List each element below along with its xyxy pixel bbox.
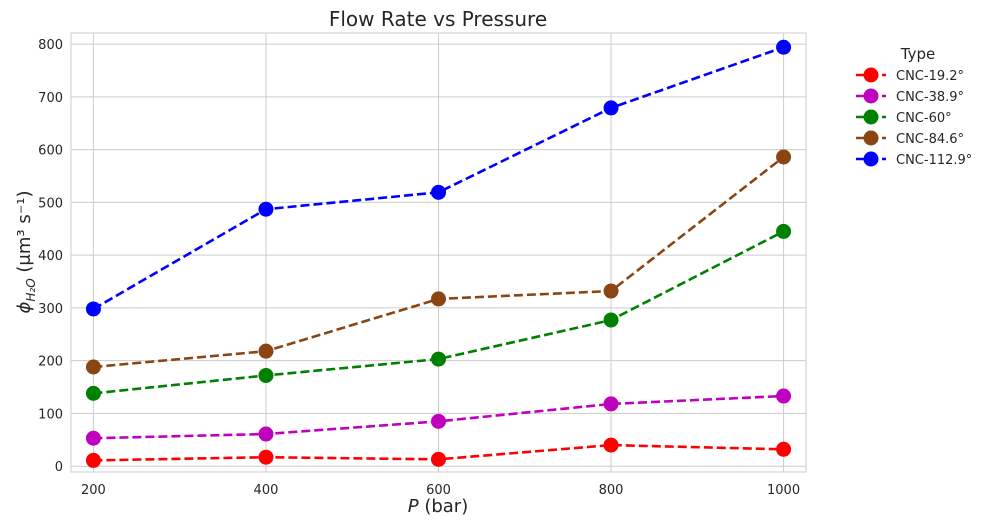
plot-frame: [70, 32, 807, 473]
data-point: [85, 452, 101, 468]
legend-entry: CNC-60°: [856, 109, 952, 126]
data-point: [258, 343, 274, 359]
data-point: [85, 301, 101, 317]
legend-label: CNC-38.9°: [896, 90, 964, 105]
series-CNC-84.6°: [85, 149, 792, 375]
legend-entry: CNC-112.9°: [856, 151, 972, 168]
data-point: [431, 451, 446, 467]
chart-title: Flow Rate vs Pressure: [329, 7, 547, 31]
x-tick-label: 400: [254, 483, 279, 498]
series-group: [85, 39, 792, 468]
data-point: [85, 430, 101, 446]
legend-marker: [863, 151, 879, 167]
legend-label: CNC-60°: [896, 111, 952, 126]
x-tick-label: 800: [599, 483, 624, 498]
y-tick-label: 700: [38, 91, 63, 106]
data-point: [85, 359, 101, 375]
data-point: [603, 312, 619, 328]
data-point: [258, 367, 274, 383]
data-point: [776, 149, 792, 165]
legend-marker: [863, 88, 879, 104]
data-point: [776, 39, 792, 55]
ticks: 200 400 600 800 1000 0 100 200 300 400 500 600 700 80…: [38, 38, 800, 498]
x-axis-label: P (bar): [408, 496, 468, 517]
legend-title: Type: [900, 45, 935, 63]
series-CNC-19.2°: [85, 437, 792, 468]
data-point: [431, 413, 446, 429]
y-tick-label: 800: [38, 38, 63, 53]
data-point: [603, 283, 619, 299]
y-tick-label: 0: [55, 460, 63, 475]
x-tick-label: 600: [426, 483, 451, 498]
data-point: [776, 223, 792, 239]
legend-entry: CNC-38.9°: [856, 88, 964, 105]
series-CNC-112.9°: [85, 39, 792, 317]
y-tick-label: 500: [38, 196, 63, 211]
data-point: [85, 385, 101, 401]
x-tick-label: 1000: [767, 483, 800, 498]
legend-marker: [863, 130, 879, 146]
legend-marker: [863, 67, 879, 83]
legend-entry: CNC-84.6°: [856, 130, 964, 147]
legend-label: CNC-19.2°: [896, 69, 964, 84]
data-point: [776, 441, 792, 457]
grid: [71, 33, 806, 472]
legend-marker: [863, 109, 879, 125]
data-point: [603, 396, 619, 412]
y-tick-label: 400: [38, 249, 63, 264]
legend: Type CNC-19.2° CNC-38.9° CNC-60° CNC-84.6° C…: [856, 45, 972, 168]
legend-entry: CNC-19.2°: [856, 67, 964, 84]
data-point: [431, 184, 446, 200]
data-point: [431, 291, 446, 307]
data-point: [603, 437, 619, 453]
data-point: [776, 388, 792, 404]
data-point: [258, 426, 274, 442]
y-tick-label: 100: [38, 407, 63, 422]
series-CNC-60°: [85, 223, 792, 401]
x-tick-label: 200: [81, 483, 106, 498]
series-CNC-38.9°: [85, 388, 792, 446]
y-tick-label: 600: [38, 144, 63, 159]
legend-label: CNC-84.6°: [896, 132, 964, 147]
data-point: [431, 351, 446, 367]
legend-label: CNC-112.9°: [896, 153, 972, 168]
data-point: [258, 201, 274, 217]
data-point: [258, 449, 274, 465]
y-tick-label: 200: [38, 355, 63, 370]
y-axis-label: ϕH₂O (μm³ s⁻¹): [14, 191, 38, 314]
y-tick-label: 300: [38, 302, 63, 317]
data-point: [603, 100, 619, 116]
